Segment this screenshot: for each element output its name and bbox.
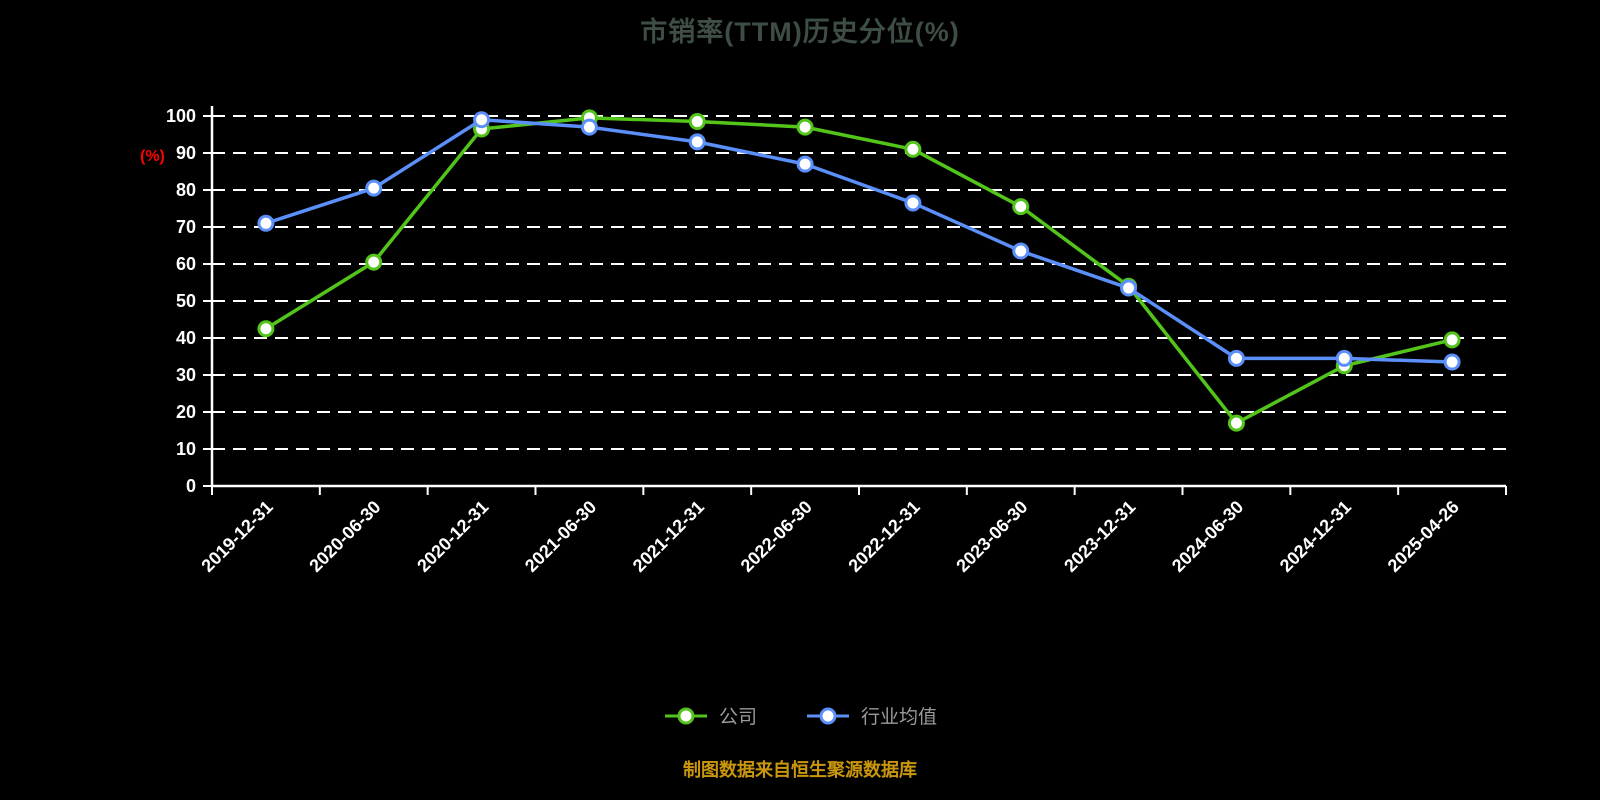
data-point[interactable] xyxy=(904,140,922,158)
y-tick-label: 80 xyxy=(176,180,196,200)
x-tick-label: 2023-06-30 xyxy=(952,497,1031,576)
data-point[interactable] xyxy=(1012,198,1030,216)
x-tick-label: 2020-06-30 xyxy=(305,497,384,576)
data-point[interactable] xyxy=(257,320,275,338)
data-point[interactable] xyxy=(1227,349,1245,367)
x-tick-label: 2022-12-31 xyxy=(844,497,923,576)
data-point[interactable] xyxy=(796,118,814,136)
y-tick-label: 90 xyxy=(176,143,196,163)
y-tick-label: 40 xyxy=(176,328,196,348)
chart-title: 市销率(TTM)历史分位(%) xyxy=(640,17,960,47)
y-tick-label: 10 xyxy=(176,439,196,459)
data-point[interactable] xyxy=(473,111,491,129)
y-tick-label: 60 xyxy=(176,254,196,274)
data-point[interactable] xyxy=(1443,353,1461,371)
data-source-footer: 制图数据来自恒生聚源数据库 xyxy=(683,760,917,780)
y-tick-label: 0 xyxy=(186,476,196,496)
data-point[interactable] xyxy=(904,194,922,212)
data-point[interactable] xyxy=(1443,331,1461,349)
data-point[interactable] xyxy=(365,253,383,271)
data-point[interactable] xyxy=(1227,414,1245,432)
legend-item-industry-average[interactable]: 行业均值 xyxy=(805,702,937,729)
legend-label-industry-average: 行业均值 xyxy=(861,707,938,728)
data-point[interactable] xyxy=(796,155,814,173)
data-point[interactable] xyxy=(1012,242,1030,260)
y-tick-label: 100 xyxy=(166,106,196,126)
legend-item-company[interactable]: 公司 xyxy=(663,702,757,729)
x-tick-label: 2022-06-30 xyxy=(737,497,816,576)
series-line-0 xyxy=(264,116,1454,425)
series-line-1 xyxy=(264,117,1454,364)
x-tick-label: 2025-04-26 xyxy=(1384,497,1463,576)
data-point[interactable] xyxy=(257,214,275,232)
data-point[interactable] xyxy=(1120,279,1138,297)
x-tick-label: 2023-12-31 xyxy=(1060,497,1139,576)
industry-average-line-marker-icon xyxy=(807,707,849,724)
y-tick-label: 50 xyxy=(176,291,196,311)
data-point[interactable] xyxy=(1335,349,1353,367)
y-tick-label: 70 xyxy=(176,217,196,237)
x-tick-label: 2019-12-31 xyxy=(197,497,276,576)
y-tick-label: 20 xyxy=(176,402,196,422)
x-tick-label: 2021-12-31 xyxy=(629,497,708,576)
data-point[interactable] xyxy=(365,179,383,197)
legend: 公司 行业均值 xyxy=(0,702,1600,729)
x-tick-label: 2020-12-31 xyxy=(413,497,492,576)
x-tick-label: 2021-06-30 xyxy=(521,497,600,576)
x-tick-label: 2024-12-31 xyxy=(1276,497,1355,576)
y-tick-label: 30 xyxy=(176,365,196,385)
legend-label-company: 公司 xyxy=(718,707,757,728)
y-axis-unit-label: (%) xyxy=(140,148,165,165)
data-point[interactable] xyxy=(580,118,598,136)
data-point[interactable] xyxy=(688,133,706,151)
company-line-marker-icon xyxy=(664,707,707,724)
x-tick-label: 2024-06-30 xyxy=(1168,497,1247,576)
data-point[interactable] xyxy=(688,113,706,131)
